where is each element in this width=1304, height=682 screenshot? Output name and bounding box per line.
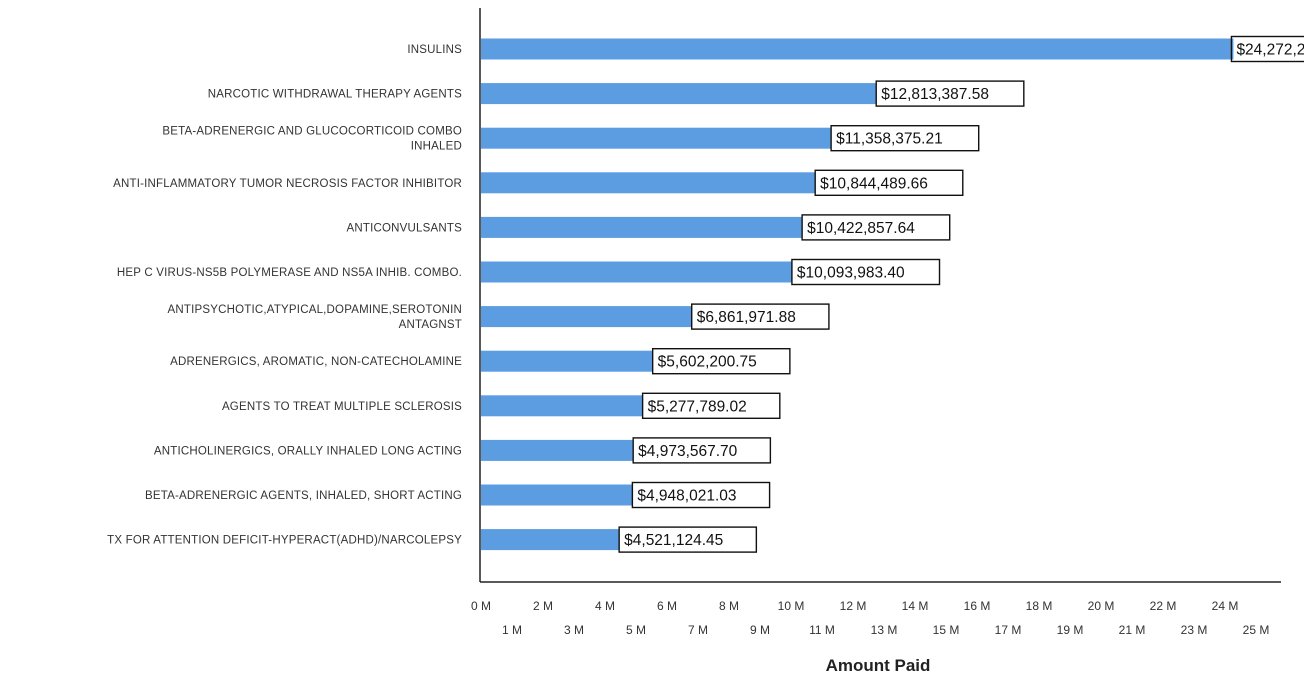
data-label-box: [1230, 35, 1304, 63]
data-label: $10,422,857.64: [807, 220, 915, 237]
data-label: $11,358,375.21: [836, 131, 943, 148]
data-label-box: [632, 437, 772, 464]
data-label-box: [641, 392, 781, 419]
x-tick-label: 12 M: [840, 599, 867, 613]
x-tick-labels: 0 M 1 M 2 M 3 M 4 M 5 M 6 M 7 M 8 M 9 M 10 M 11 M 12…: [471, 599, 1269, 637]
bar: [481, 395, 645, 417]
x-tick-label: 14 M: [902, 599, 929, 613]
data-label-box: [791, 258, 941, 286]
x-tick-label: 5 M: [626, 623, 646, 637]
category-label: ANTIPSYCHOTIC,ATYPICAL,DOPAMINE,SEROTONI…: [168, 304, 462, 316]
x-tick-label: 8 M: [719, 599, 739, 613]
bar: [481, 83, 879, 105]
x-tick-label: 24 M: [1212, 599, 1239, 613]
category-label: BETA-ADRENERGIC AGENTS, INHALED, SHORT A…: [145, 490, 462, 502]
x-tick-label: 10 M: [778, 599, 805, 613]
bar: [481, 306, 694, 328]
data-label-box: [875, 80, 1025, 107]
bar: [481, 216, 805, 238]
category-label: BETA-ADRENERGIC AND GLUCOCORTICOID COMBO: [162, 126, 462, 138]
data-label: $4,521,124.45: [624, 532, 723, 549]
x-tick-label: 9 M: [750, 623, 770, 637]
x-axis-title: Amount Paid: [826, 656, 931, 675]
x-tick-label: 18 M: [1026, 599, 1053, 613]
x-tick-label: 23 M: [1181, 623, 1208, 637]
x-tick-label: 15 M: [933, 623, 960, 637]
value-labels: $24,272,205.84 $12,813,387.58 $11,358,375.…: [618, 35, 1304, 553]
data-label: $24,272,205.84: [1236, 42, 1304, 59]
x-tick-label: 11 M: [809, 623, 835, 637]
data-label: $5,277,789.02: [648, 398, 747, 415]
category-label: HEP C VIRUS-NS5B POLYMERASE AND NS5A INH…: [117, 267, 462, 279]
data-label-box: [651, 348, 791, 375]
axes: [479, 8, 1281, 583]
category-labels: INSULINS NARCOTIC WITHDRAWAL THERAPY AGEN…: [107, 44, 462, 547]
data-label-box: [631, 481, 771, 509]
category-label: INHALED: [411, 141, 462, 153]
x-tick-label: 16 M: [964, 599, 991, 613]
category-label: ANTAGNST: [399, 319, 462, 331]
bar: [481, 261, 794, 283]
x-tick-label: 0 M: [471, 599, 491, 613]
bar: [481, 127, 834, 149]
x-tick-label: 22 M: [1150, 599, 1177, 613]
data-label-box: [830, 124, 980, 152]
data-label: $4,973,567.70: [638, 443, 738, 460]
x-tick-label: 3 M: [564, 623, 584, 637]
category-label: ANTICHOLINERGICS, ORALLY INHALED LONG AC…: [154, 445, 462, 457]
x-tick-label: 2 M: [533, 599, 553, 613]
data-label: $10,844,489.66: [820, 175, 928, 192]
bar: [481, 350, 655, 372]
x-tick-label: 21 M: [1119, 623, 1146, 637]
x-tick-label: 7 M: [688, 623, 708, 637]
category-label: ANTICONVULSANTS: [347, 222, 463, 234]
bars-layer: [481, 38, 1234, 551]
data-label: $5,602,200.75: [658, 354, 757, 371]
bar: [481, 172, 818, 194]
category-label: AGENTS TO TREAT MULTIPLE SCLEROSIS: [222, 401, 462, 413]
data-label-box: [618, 526, 758, 553]
data-label: $12,813,387.58: [881, 86, 989, 103]
x-tick-label: 20 M: [1088, 599, 1115, 613]
data-label-box: [814, 169, 964, 197]
bar: [481, 529, 622, 551]
bar: [481, 439, 636, 461]
data-label-box: [691, 303, 830, 330]
x-tick-label: 25 M: [1243, 623, 1270, 637]
x-tick-label: 13 M: [871, 623, 898, 637]
category-label: ANTI-INFLAMMATORY TUMOR NECROSIS FACTOR …: [113, 178, 462, 190]
x-tick-label: 4 M: [595, 599, 615, 613]
bar: [481, 38, 1234, 60]
category-label: ADRENERGICS, AROMATIC, NON-CATECHOLAMINE: [170, 356, 462, 368]
bar: [481, 484, 635, 506]
category-label: TX FOR ATTENTION DEFICIT-HYPERACT(ADHD)/…: [107, 535, 462, 547]
x-tick-label: 6 M: [657, 599, 677, 613]
data-label-box: [801, 214, 951, 241]
data-label: $10,093,983.40: [797, 265, 905, 282]
x-tick-label: 19 M: [1057, 623, 1084, 637]
data-label: $6,861,971.88: [697, 309, 796, 326]
x-tick-label: 1 M: [502, 623, 522, 637]
x-tick-label: 17 M: [995, 623, 1022, 637]
data-label: $4,948,021.03: [637, 488, 736, 505]
category-label: NARCOTIC WITHDRAWAL THERAPY AGENTS: [208, 89, 462, 101]
category-label: INSULINS: [407, 44, 462, 56]
